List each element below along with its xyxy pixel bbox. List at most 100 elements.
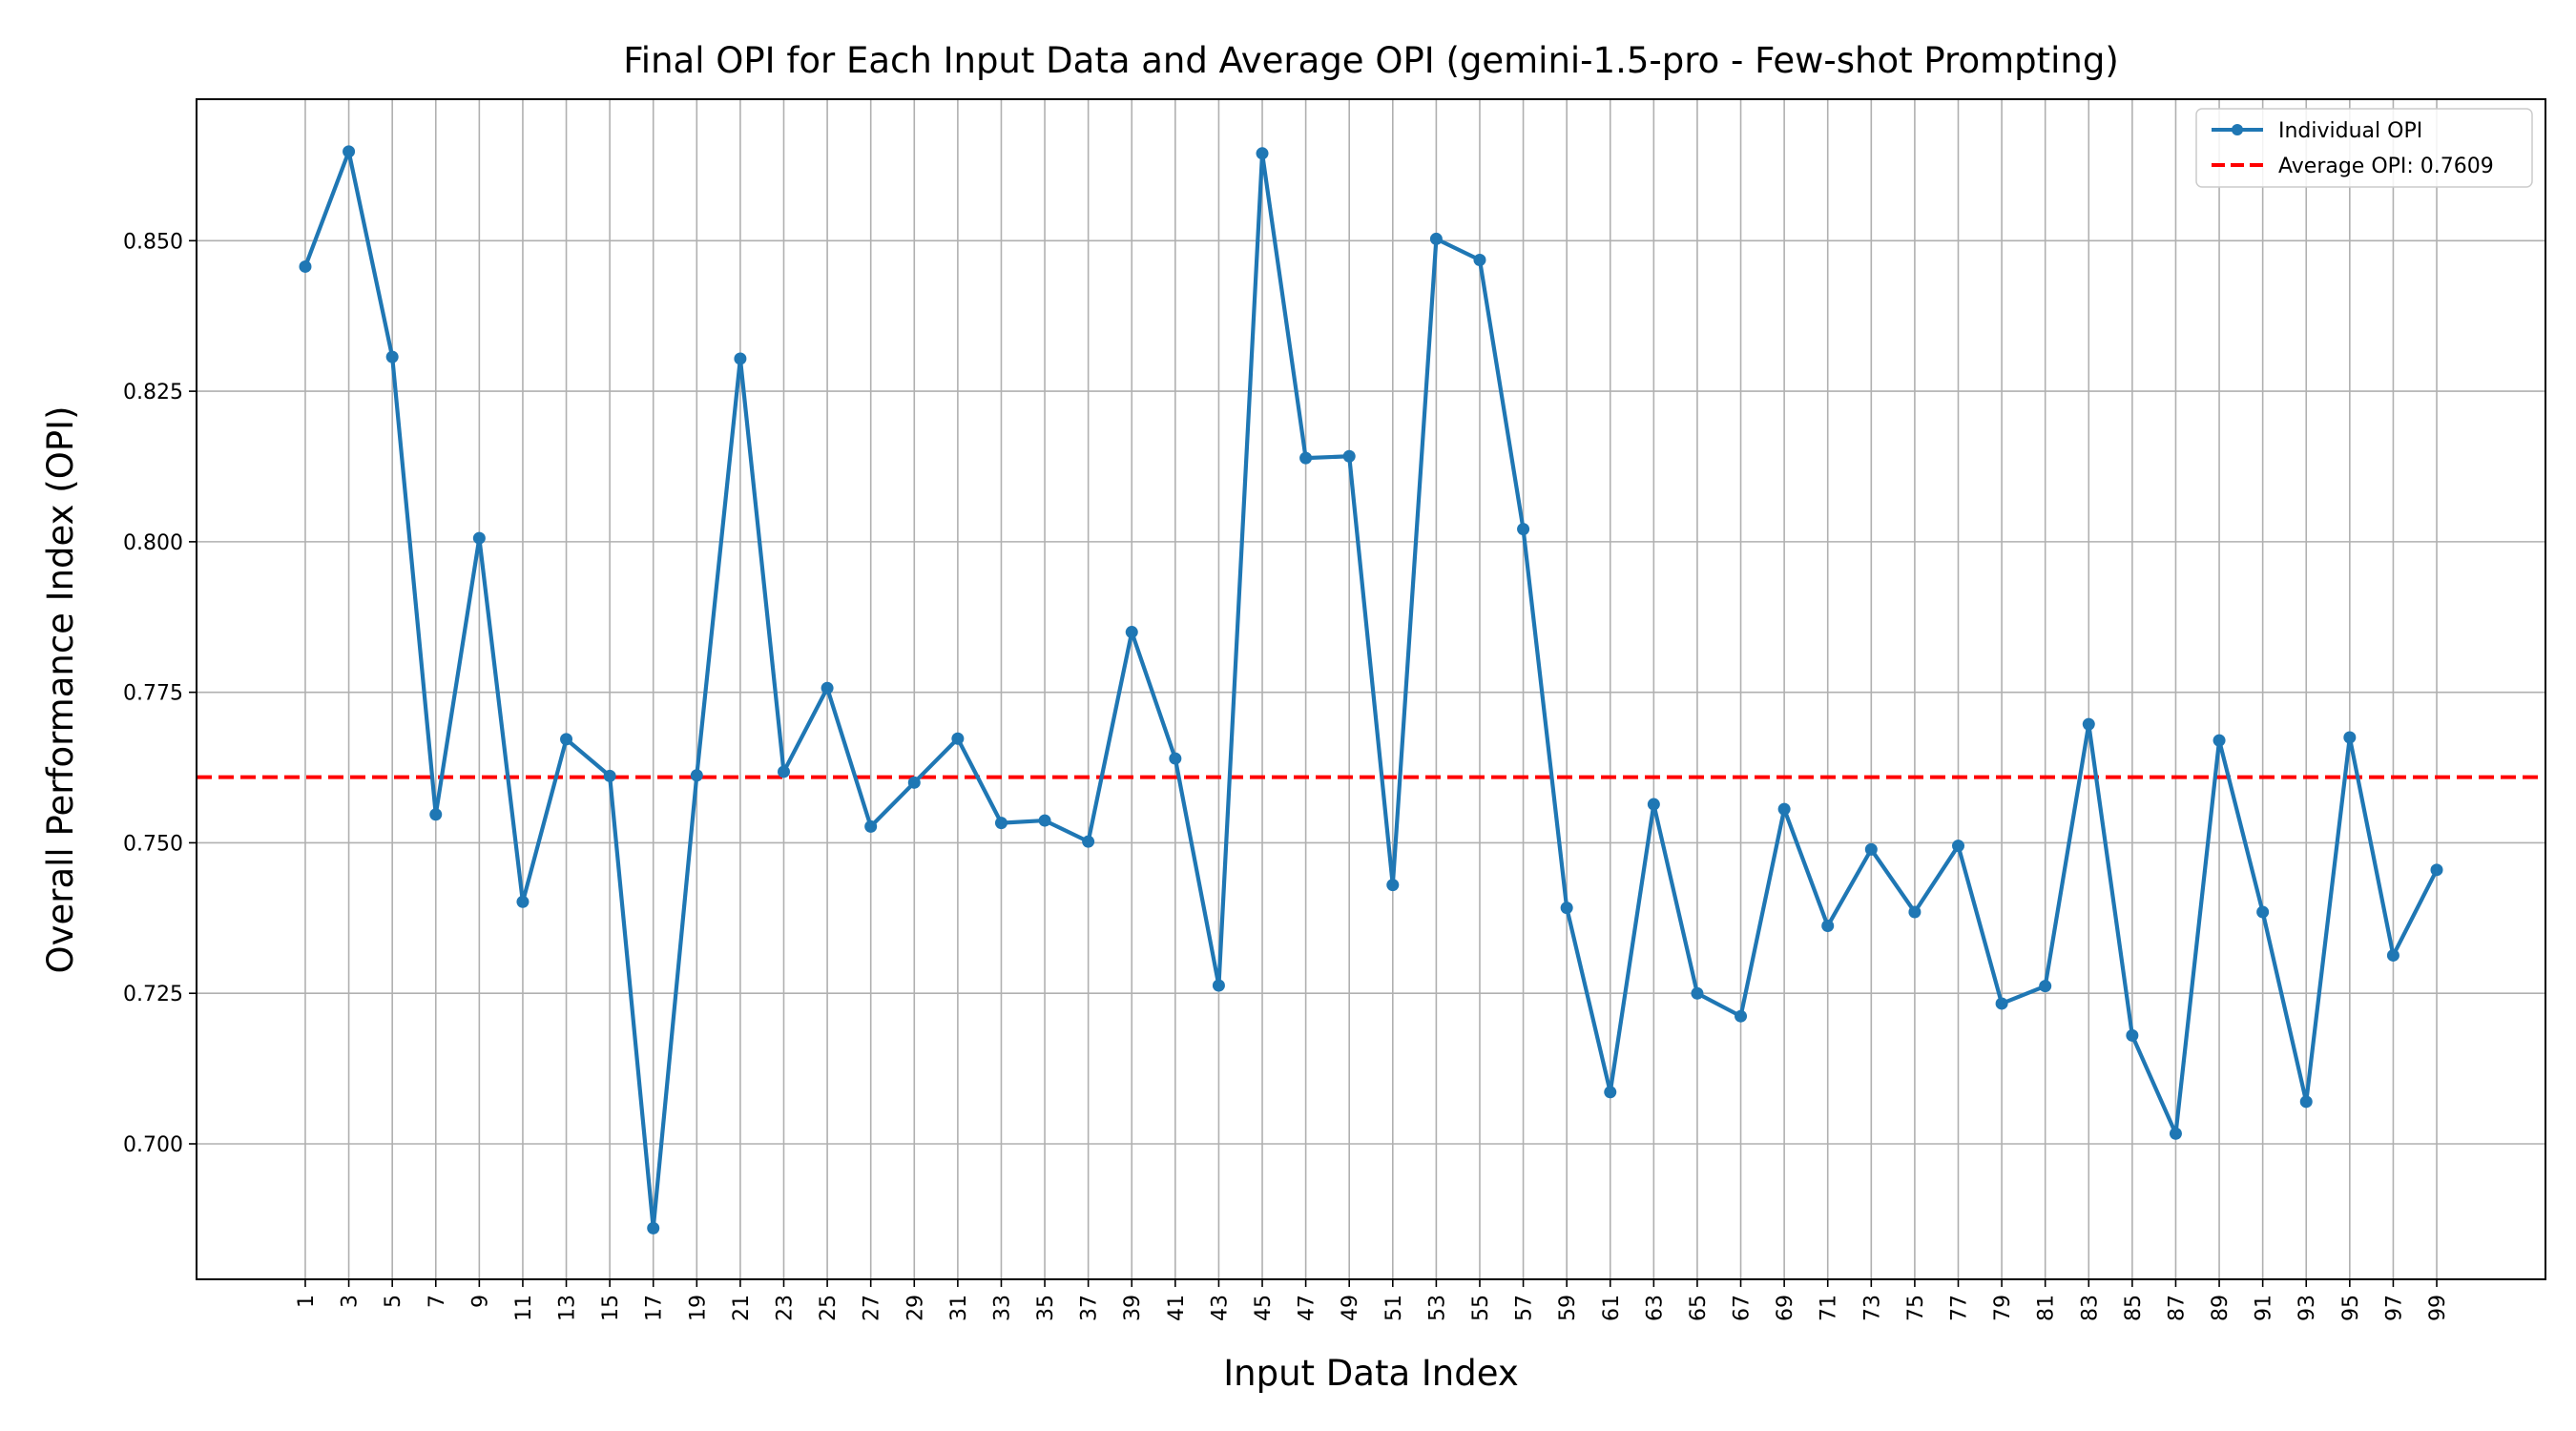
x-tick-label: 79 [1991, 1295, 2015, 1321]
individual-opi-point [2212, 734, 2226, 747]
x-tick-label: 55 [1469, 1295, 1493, 1321]
individual-opi-point [2039, 980, 2052, 993]
individual-opi-point [1299, 451, 1313, 465]
individual-opi-point [647, 1221, 660, 1234]
individual-opi-point [734, 352, 747, 365]
individual-opi-point [2430, 863, 2443, 877]
individual-opi-point [690, 769, 703, 782]
x-tick-label: 9 [468, 1295, 492, 1308]
x-tick-label: 67 [1731, 1295, 1755, 1321]
individual-opi-point [2169, 1127, 2182, 1140]
individual-opi-point [1604, 1086, 1617, 1099]
x-tick-label: 27 [861, 1295, 884, 1321]
x-tick-label: 97 [2382, 1295, 2406, 1321]
individual-opi-point [343, 145, 356, 158]
individual-opi-point [1169, 752, 1182, 765]
individual-opi-point [1995, 997, 2008, 1010]
x-tick-label: 63 [1643, 1295, 1667, 1321]
x-tick-label: 57 [1513, 1295, 1537, 1321]
individual-opi-point [1342, 449, 1356, 463]
x-tick-label: 65 [1687, 1295, 1711, 1321]
individual-opi-point [1212, 979, 1225, 992]
x-tick-label: 11 [512, 1295, 536, 1321]
legend-box [2195, 108, 2533, 188]
individual-opi-point [1386, 879, 1400, 892]
individual-opi-point [778, 765, 790, 778]
individual-opi-point [516, 895, 530, 908]
x-tick-label: 15 [599, 1295, 623, 1321]
individual-opi-point [1691, 986, 1704, 1000]
individual-opi-point [1256, 147, 1269, 160]
x-tick-label: 53 [1425, 1295, 1449, 1321]
individual-opi-point [2256, 905, 2270, 919]
individual-opi-point [1082, 835, 1095, 848]
x-tick-label: 43 [1208, 1295, 1232, 1321]
y-tick-label: 0.800 [123, 531, 183, 555]
y-tick-label: 0.700 [123, 1133, 183, 1157]
individual-opi-point [2126, 1028, 2139, 1042]
individual-opi-line [303, 149, 2439, 1231]
x-tick-label: 81 [2035, 1295, 2059, 1321]
individual-opi-point [299, 259, 312, 273]
individual-opi-point [385, 350, 399, 363]
individual-opi-point [1908, 905, 1922, 919]
individual-opi-point [1560, 902, 1573, 915]
y-tick-label: 0.750 [123, 832, 183, 856]
individual-opi-point [1735, 1009, 1748, 1023]
legend-label-average-opi: Average OPI: 0.7609 [2278, 155, 2494, 178]
x-tick-label: 51 [1382, 1295, 1406, 1321]
y-axis-label: Overall Performance Index (OPI) [40, 405, 81, 973]
individual-opi-point [603, 769, 616, 782]
series-layer [299, 145, 2443, 1234]
y-tick-label: 0.825 [123, 381, 183, 404]
x-tick-label: 89 [2209, 1295, 2233, 1321]
x-tick-label: 41 [1165, 1295, 1189, 1321]
individual-opi-point [2386, 948, 2399, 962]
individual-opi-point [994, 817, 1008, 830]
x-tick-label: 33 [990, 1295, 1014, 1321]
x-tick-label: 25 [817, 1295, 841, 1321]
individual-opi-point [821, 681, 834, 695]
individual-opi-point [1429, 232, 1443, 245]
individual-opi-point [907, 776, 921, 789]
x-tick-label: 23 [774, 1295, 798, 1321]
y-axis-ticks: 0.700 0.725 0.750 0.775 0.800 0.825 0.850 [123, 230, 197, 1157]
individual-opi-point [560, 733, 573, 746]
x-tick-label: 73 [1860, 1295, 1884, 1321]
individual-opi-point [1864, 842, 1878, 856]
x-tick-label: 49 [1339, 1295, 1362, 1321]
x-tick-label: 91 [2253, 1295, 2276, 1321]
x-tick-label: 45 [1252, 1295, 1276, 1321]
individual-opi-point [472, 531, 486, 545]
individual-opi-point [429, 808, 443, 821]
x-tick-label: 93 [2296, 1295, 2319, 1321]
x-tick-label: 83 [2078, 1295, 2102, 1321]
x-tick-label: 21 [730, 1295, 754, 1321]
x-tick-label: 85 [2122, 1295, 2146, 1321]
individual-opi-point [1777, 802, 1791, 816]
x-tick-label: 59 [1556, 1295, 1580, 1321]
x-tick-label: 75 [1904, 1295, 1928, 1321]
x-tick-label: 99 [2426, 1295, 2450, 1321]
individual-opi-point [1125, 626, 1138, 639]
x-tick-label: 5 [382, 1295, 405, 1308]
x-axis-label: Input Data Index [1223, 1353, 1519, 1394]
x-tick-label: 77 [1948, 1295, 1972, 1321]
x-tick-label: 7 [426, 1295, 449, 1308]
x-tick-label: 3 [339, 1295, 363, 1308]
y-tick-label: 0.725 [123, 983, 183, 1006]
plot-area-frame [196, 98, 2546, 1280]
y-tick-label: 0.775 [123, 682, 183, 706]
individual-opi-point [1821, 920, 1835, 933]
chart-title: Final OPI for Each Input Data and Averag… [623, 40, 2119, 81]
x-tick-label: 17 [643, 1295, 667, 1321]
x-tick-label: 47 [1296, 1295, 1319, 1321]
x-tick-label: 71 [1818, 1295, 1841, 1321]
y-tick-label: 0.850 [123, 230, 183, 254]
x-tick-label: 19 [686, 1295, 710, 1321]
x-tick-label: 61 [1600, 1295, 1624, 1321]
x-tick-label: 13 [556, 1295, 580, 1321]
